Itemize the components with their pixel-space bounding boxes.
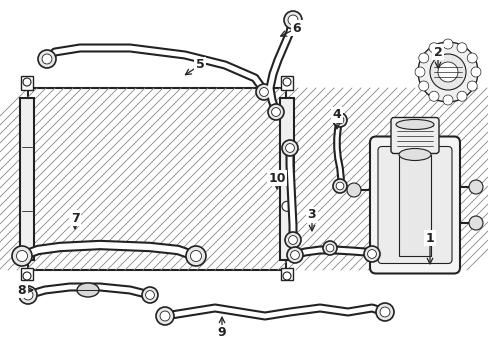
Bar bbox=[21, 76, 33, 90]
Text: 2: 2 bbox=[433, 45, 442, 58]
Circle shape bbox=[437, 62, 457, 82]
Circle shape bbox=[379, 307, 389, 317]
Circle shape bbox=[17, 251, 27, 261]
Circle shape bbox=[285, 232, 301, 248]
Text: 7: 7 bbox=[70, 211, 79, 225]
Circle shape bbox=[456, 91, 466, 101]
Circle shape bbox=[429, 54, 465, 90]
Circle shape bbox=[256, 84, 271, 100]
Circle shape bbox=[282, 201, 291, 211]
Circle shape bbox=[23, 290, 33, 300]
Circle shape bbox=[468, 216, 482, 230]
Circle shape bbox=[323, 241, 336, 255]
FancyBboxPatch shape bbox=[390, 117, 438, 153]
Circle shape bbox=[418, 53, 428, 63]
Circle shape bbox=[367, 249, 376, 258]
Circle shape bbox=[468, 180, 482, 194]
Circle shape bbox=[287, 15, 297, 25]
FancyBboxPatch shape bbox=[369, 136, 459, 274]
Circle shape bbox=[283, 78, 290, 86]
Ellipse shape bbox=[77, 283, 99, 297]
Circle shape bbox=[142, 287, 158, 303]
Circle shape bbox=[335, 116, 343, 124]
Circle shape bbox=[267, 104, 284, 120]
Text: 1: 1 bbox=[425, 231, 433, 244]
Circle shape bbox=[428, 91, 438, 101]
Text: 10: 10 bbox=[268, 171, 285, 184]
Circle shape bbox=[12, 246, 32, 266]
Circle shape bbox=[285, 144, 294, 152]
Circle shape bbox=[456, 43, 466, 53]
Circle shape bbox=[190, 251, 201, 261]
Circle shape bbox=[325, 244, 333, 252]
Circle shape bbox=[145, 291, 154, 300]
FancyBboxPatch shape bbox=[377, 147, 451, 264]
Circle shape bbox=[284, 11, 302, 29]
Circle shape bbox=[442, 39, 452, 49]
Circle shape bbox=[467, 81, 476, 91]
Circle shape bbox=[418, 81, 428, 91]
Circle shape bbox=[259, 87, 268, 96]
Text: 9: 9 bbox=[217, 327, 226, 339]
Circle shape bbox=[335, 182, 343, 190]
Circle shape bbox=[23, 78, 31, 86]
Bar bbox=[21, 268, 33, 280]
Circle shape bbox=[185, 246, 205, 266]
Bar bbox=[281, 268, 292, 280]
Circle shape bbox=[332, 179, 346, 193]
Text: 4: 4 bbox=[332, 108, 341, 122]
Circle shape bbox=[332, 113, 346, 127]
Circle shape bbox=[282, 140, 297, 156]
Circle shape bbox=[414, 67, 424, 77]
Circle shape bbox=[19, 286, 37, 304]
Circle shape bbox=[23, 272, 31, 280]
Circle shape bbox=[42, 54, 52, 64]
Circle shape bbox=[286, 247, 303, 263]
Text: 8: 8 bbox=[18, 284, 26, 297]
Text: 6: 6 bbox=[292, 22, 301, 35]
Circle shape bbox=[442, 95, 452, 105]
Bar bbox=[20, 98, 34, 260]
Circle shape bbox=[417, 42, 477, 102]
Circle shape bbox=[363, 246, 379, 262]
Bar bbox=[28, 88, 285, 270]
Circle shape bbox=[160, 311, 170, 321]
Bar bbox=[28, 88, 285, 270]
Circle shape bbox=[283, 272, 290, 280]
Ellipse shape bbox=[395, 120, 433, 130]
Circle shape bbox=[290, 251, 299, 260]
Text: 5: 5 bbox=[195, 58, 204, 72]
Circle shape bbox=[271, 108, 280, 116]
Text: 3: 3 bbox=[307, 208, 316, 221]
Bar bbox=[281, 76, 292, 90]
Ellipse shape bbox=[398, 148, 430, 161]
Circle shape bbox=[38, 50, 56, 68]
Circle shape bbox=[288, 235, 297, 244]
Bar bbox=[280, 98, 293, 260]
Circle shape bbox=[467, 53, 476, 63]
Circle shape bbox=[156, 307, 174, 325]
Bar bbox=[398, 154, 430, 256]
Circle shape bbox=[428, 43, 438, 53]
Circle shape bbox=[470, 67, 480, 77]
Circle shape bbox=[375, 303, 393, 321]
Circle shape bbox=[346, 183, 360, 197]
